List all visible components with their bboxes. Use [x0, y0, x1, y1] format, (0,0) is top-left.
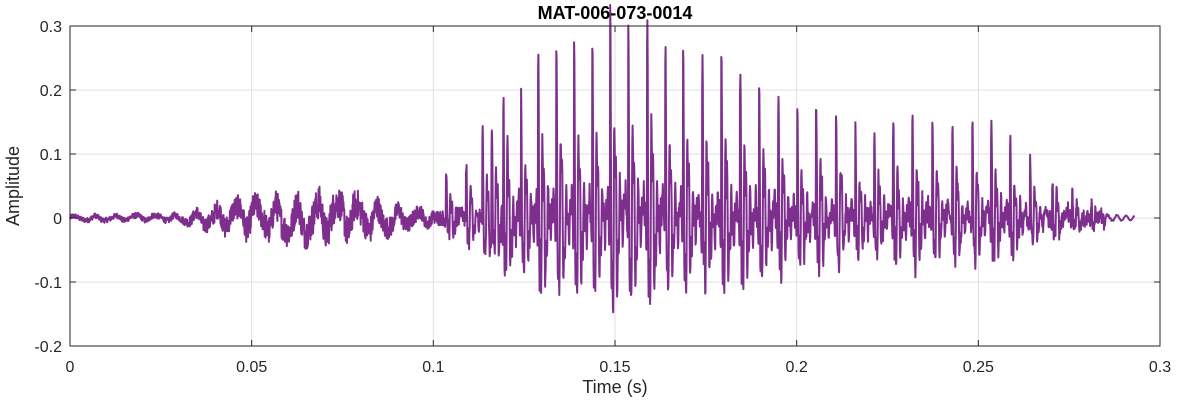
x-tick-label: 0.3 — [1149, 359, 1171, 376]
x-tick-label: 0.15 — [599, 359, 630, 376]
y-tick-label: -0.2 — [34, 339, 62, 356]
y-tick-label: 0 — [53, 211, 62, 228]
x-axis-label: Time (s) — [582, 377, 647, 397]
x-tick-label: 0 — [66, 359, 75, 376]
x-tick-label: 0.2 — [786, 359, 808, 376]
y-tick-label: -0.1 — [34, 275, 62, 292]
ticks: 0 0.05 0.1 0.15 0.2 0.25 0.3 -0.2 -0.1 0 0.1 0.2 0.3 — [34, 19, 1171, 376]
y-tick-label: 0.1 — [40, 147, 62, 164]
series-line-waveform — [69, 4, 1136, 314]
chart-title: MAT-006-073-0014 — [538, 3, 693, 23]
y-tick-label: 0.3 — [40, 19, 62, 36]
x-tick-label: 0.05 — [236, 359, 267, 376]
y-tick-label: 0.2 — [40, 83, 62, 100]
y-axis-label: Amplitude — [3, 146, 23, 226]
x-tick-label: 0.25 — [963, 359, 994, 376]
x-tick-label: 0.1 — [422, 359, 444, 376]
